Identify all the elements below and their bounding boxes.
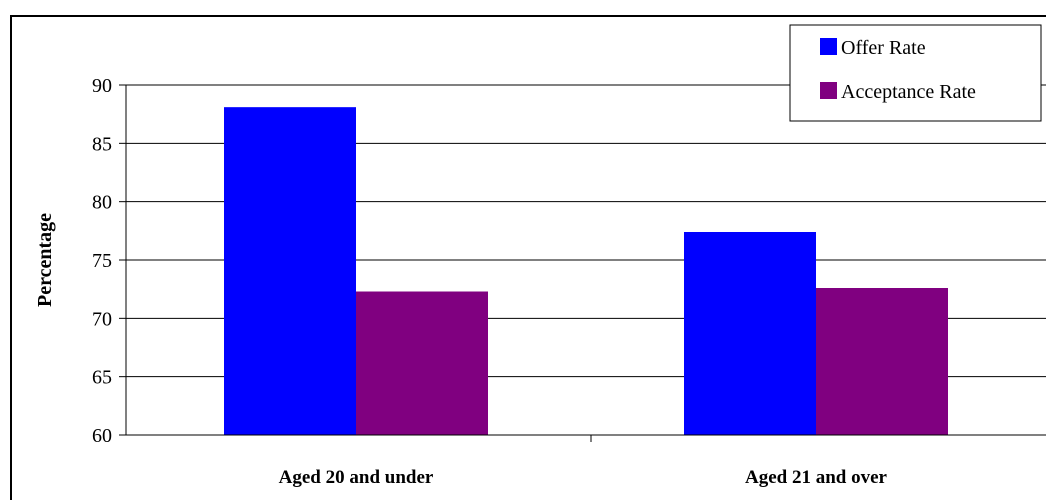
y-tick-label-75: 75 bbox=[92, 250, 112, 272]
axes bbox=[119, 84, 1046, 442]
bar-offer-rate-1 bbox=[684, 232, 816, 435]
y-tick-label-60: 60 bbox=[92, 425, 112, 447]
legend-swatch-1 bbox=[820, 82, 837, 99]
y-tick-label-70: 70 bbox=[92, 308, 112, 330]
y-tick-label-65: 65 bbox=[92, 367, 112, 389]
y-tick-labels: 60 65 70 75 80 85 90 bbox=[92, 75, 112, 447]
category-label-1: Aged 21 and over bbox=[745, 467, 888, 488]
bar-acceptance-rate-1 bbox=[816, 288, 948, 435]
bar-acceptance-rate-0 bbox=[356, 291, 488, 435]
y-axis-title: Percentage bbox=[34, 213, 56, 307]
legend-label-1: Acceptance Rate bbox=[841, 81, 976, 103]
category-label-0: Aged 20 and under bbox=[279, 467, 434, 488]
bars bbox=[224, 107, 948, 436]
y-tick-label-85: 85 bbox=[92, 133, 112, 155]
y-tick-label-80: 80 bbox=[92, 192, 112, 214]
bar-offer-rate-0 bbox=[224, 107, 356, 436]
y-tick-label-90: 90 bbox=[92, 75, 112, 97]
category-labels: Aged 20 and under Aged 21 and over bbox=[279, 467, 888, 488]
legend-swatch-0 bbox=[820, 38, 837, 55]
legend-label-0: Offer Rate bbox=[841, 37, 926, 59]
legend: Offer Rate Acceptance Rate bbox=[789, 24, 1042, 122]
